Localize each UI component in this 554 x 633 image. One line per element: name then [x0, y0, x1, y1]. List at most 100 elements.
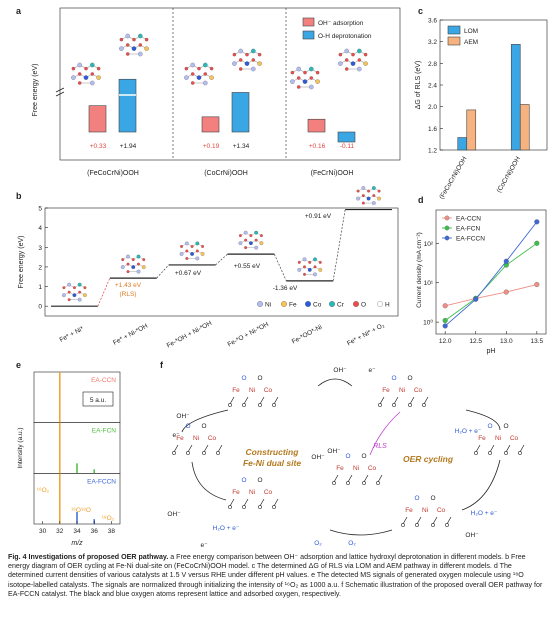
molecule-atom — [125, 43, 130, 47]
lattice-bond — [505, 444, 511, 453]
bar-value-label-adsorption: +0.33 — [90, 143, 107, 150]
annotation-step-energy: -1.36 eV — [273, 285, 298, 292]
molecule-atom — [72, 286, 76, 290]
molecule-atom — [243, 230, 248, 235]
lattice-bond — [519, 444, 525, 453]
molecule-atom — [197, 66, 201, 71]
molecule-atom — [83, 293, 87, 298]
molecule-atom — [62, 286, 66, 290]
molecule-atom — [297, 267, 302, 272]
y-tick-label-c: 3.2 — [428, 39, 437, 46]
reaction-species-label: O₂ — [348, 540, 356, 547]
molecule-atom — [126, 254, 130, 259]
annotation-rls: (RLS) — [120, 291, 137, 298]
molecule-atom — [96, 75, 101, 80]
oxygen-label: O — [257, 375, 262, 382]
molecule-atom — [361, 201, 365, 205]
lattice-bond — [243, 498, 249, 507]
molecule-atom — [96, 66, 101, 71]
y-tick-label-c: 1.6 — [428, 126, 437, 133]
series-line-ea-fcn — [444, 242, 538, 321]
legend-atom-co — [305, 301, 311, 307]
x-tick-label-d: 12.0 — [439, 338, 452, 345]
data-point-ea-ccn — [442, 303, 448, 309]
lattice-bond — [229, 498, 235, 507]
bar-adsorption — [307, 118, 326, 133]
oxygen-label: O — [487, 423, 492, 430]
metal-label: Co — [510, 435, 519, 442]
oxygen-label: O — [503, 423, 508, 430]
lattice-bond — [217, 444, 223, 453]
molecule-atom — [238, 58, 243, 62]
molecule-atom — [357, 48, 362, 54]
molecule-atom — [356, 196, 360, 201]
lattice-oxygen — [172, 451, 176, 455]
structure-illustration — [179, 241, 205, 261]
molecule-atom — [190, 72, 195, 76]
molecule-atom — [137, 262, 140, 266]
lattice-oxygen — [518, 451, 522, 455]
molecule-atom — [251, 66, 256, 72]
annotation-step-energy: +0.67 eV — [175, 270, 202, 277]
panel-label-f: f — [160, 360, 164, 370]
molecule-atom — [196, 75, 202, 80]
bar-deprotonation — [118, 78, 137, 133]
molecule-atom — [249, 234, 253, 238]
metal-label: Ni — [249, 489, 255, 496]
lattice-oxygen — [445, 523, 449, 527]
metal-label: Ni — [422, 507, 428, 514]
peak-label: ¹⁶O¹⁸O — [71, 507, 91, 514]
molecule-atom — [303, 70, 307, 75]
molecule-atom — [180, 244, 184, 248]
data-point-ea-fccn — [442, 323, 448, 329]
lattice-bond — [203, 444, 209, 453]
site-right: Fe Ni CoO O — [474, 423, 525, 455]
panel-d: d Current density (mA cm⁻²) pH 12.0 12.5 13.0… — [416, 195, 547, 355]
metal-label: Ni — [193, 435, 199, 442]
legend-label-d: EA-FCCN — [456, 236, 485, 243]
molecule-atom — [232, 61, 237, 66]
step-label-b: Fe-*OO*-Ni — [291, 324, 324, 346]
reaction-species-label: OH⁻ — [333, 367, 347, 374]
panel-c: c ΔG of RLS (eV) 1.2 1.6 2.0 2.4 2.8 3.2 3.6 (FeC… — [415, 6, 548, 201]
lattice-bond — [173, 444, 179, 453]
molecule-atom — [303, 265, 306, 269]
peak-label: ¹⁸O₂ — [102, 515, 115, 522]
molecule-atom — [372, 194, 376, 198]
legend-swatch-aem — [447, 36, 461, 46]
lattice-bond — [423, 396, 429, 405]
lattice-bond — [377, 474, 383, 483]
molecule-atom — [257, 52, 262, 57]
molecule-atom — [209, 66, 214, 71]
molecule-atom — [62, 293, 66, 298]
molecule-atom — [313, 265, 317, 269]
oxygen-label: O — [257, 477, 262, 484]
lattice-bond — [333, 474, 339, 483]
oxygen-label: O — [201, 423, 206, 430]
molecule-atom — [77, 62, 82, 68]
molecule-atom — [132, 37, 136, 42]
molecule-atom — [209, 75, 214, 80]
peak-label: ¹⁶O₂ — [37, 487, 50, 494]
oxygen-label: O — [391, 375, 396, 382]
y-tick-label-c: 3.6 — [428, 18, 437, 25]
molecule-atom — [131, 265, 136, 270]
lattice-oxygen — [376, 481, 380, 485]
site-left: Fe Ni CoO O — [172, 423, 223, 455]
axis-break — [55, 87, 65, 93]
molecule-atom — [307, 267, 312, 272]
x-category-label-c: (FeCoCrNi)OOH — [438, 155, 468, 200]
caption-body: a Free energy comparison between OH⁻ ads… — [8, 553, 543, 598]
molecule-atom — [121, 258, 125, 262]
molecule-atom — [136, 254, 141, 259]
molecule-atom — [190, 244, 194, 248]
legend-label-d: EA-CCN — [456, 216, 481, 223]
molecule-atom — [141, 265, 146, 270]
data-point-ea-ccn — [503, 289, 509, 295]
molecule-atom — [361, 186, 366, 190]
oxygen-label: O — [361, 453, 366, 460]
site-top-left: Fe Ni CoO O — [228, 375, 279, 407]
y-axis-label-e: Intensity (a.u.) — [17, 427, 24, 468]
y-tick-label-c: 2.4 — [428, 83, 437, 90]
data-point-ea-fccn — [534, 219, 540, 225]
